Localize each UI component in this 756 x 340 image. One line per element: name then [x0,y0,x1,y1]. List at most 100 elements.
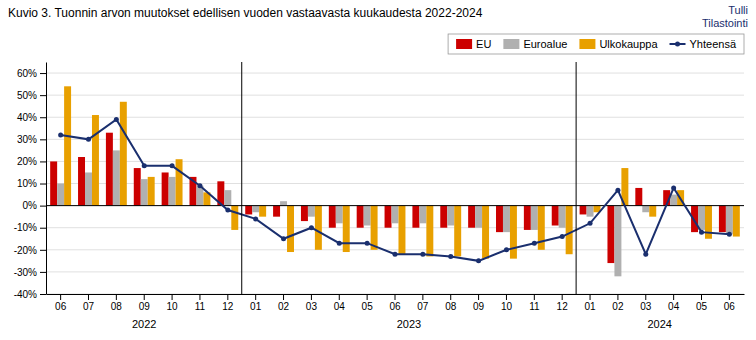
year-divider [576,62,577,294]
bar [106,133,113,206]
y-tick-mark [40,161,46,162]
x-tick-mark [395,294,396,300]
y-tick-label: 10% [17,178,37,189]
x-tick-label: 12 [557,301,569,312]
x-tick-mark [88,294,89,300]
x-tick-label: 04 [668,301,680,312]
bar [398,206,405,255]
line-marker [225,208,230,213]
legend-label: Yhteensä [690,38,737,50]
grid [46,73,744,294]
bar [78,157,85,206]
bar [176,159,183,205]
x-tick-label: 09 [139,301,151,312]
bar [50,161,57,205]
bar [733,206,740,237]
y-tick: 30% [17,134,46,145]
x-tick: 05 [696,294,708,312]
y-tick: 40% [17,112,46,123]
x-tick: 04 [334,294,346,312]
y-tick-mark [40,117,46,118]
legend-swatch [503,39,519,49]
grid-line [46,227,744,228]
bar [559,206,566,228]
bar-series [50,133,726,263]
bar [719,206,726,233]
bar [357,206,364,228]
x-tick-mark [673,294,674,300]
grid-line [46,205,744,206]
year-label: 2024 [647,318,671,330]
x-tick-label: 06 [389,301,401,312]
bar [245,206,252,215]
grid-line [46,117,744,118]
bar [371,206,378,250]
y-tick-mark [40,206,46,207]
x-tick: 01 [584,294,596,312]
x-axis: 0607080910111201020304050607080910111201… [47,294,745,312]
x-tick-mark [60,294,61,300]
x-tick-label: 03 [306,301,318,312]
bar-series [57,150,733,276]
x-tick-mark [701,294,702,300]
bar [343,206,350,252]
x-tick-label: 04 [334,301,346,312]
x-tick: 11 [195,294,206,312]
y-tick-label: 50% [17,90,37,101]
line-marker [86,137,91,142]
line [61,119,730,260]
x-tick-mark [144,294,145,300]
x-tick-mark [199,294,200,300]
y-axis: -40%-30%-20%-10%0%10%20%30%40%50%60% [14,63,47,300]
year-labels: 202220232024 [132,318,672,330]
line-marker [699,230,704,235]
bar [531,206,538,230]
x-tick-label: 10 [167,301,179,312]
watermark: TulliTilastointi [702,4,748,29]
x-tick-label: 06 [55,301,67,312]
year-divider [241,62,242,294]
x-tick-mark [339,294,340,300]
legend-item: Yhteensä [670,38,737,50]
x-tick-label: 05 [696,301,708,312]
legend-label: Ulkokauppa [599,38,658,50]
x-tick-label: 12 [222,301,234,312]
x-tick-label: 06 [724,301,736,312]
x-tick-mark [255,294,256,300]
legend-label: Euroalue [523,38,567,50]
x-tick-label: 03 [640,301,652,312]
y-tick-label: 30% [17,134,37,145]
grid-line [46,139,744,140]
bar [607,206,614,263]
x-tick-label: 01 [250,301,262,312]
line-marker [114,117,119,122]
bar [57,184,64,206]
line-marker [170,163,175,168]
bar [419,206,426,224]
bar [385,206,392,228]
bar [510,206,517,259]
x-tick-mark [562,294,563,300]
watermark-line: Tilastointi [702,17,748,29]
legend-item: Ulkokauppa [579,38,658,50]
bar [120,102,127,206]
x-tick-mark [534,294,535,300]
x-tick-label: 11 [529,301,540,312]
x-tick: 06 [724,294,736,312]
x-tick-mark [172,294,173,300]
x-tick-label: 02 [612,301,624,312]
x-tick: 12 [222,294,234,312]
line-marker [643,252,648,257]
line-marker [58,132,63,137]
grid-line [46,95,744,96]
legend-item: Euroalue [503,38,567,50]
x-tick-mark [367,294,368,300]
x-tick: 03 [306,294,318,312]
legend-swatch [579,39,595,49]
x-tick: 04 [668,294,680,312]
x-tick: 07 [417,294,429,312]
x-tick-mark [283,294,284,300]
line-marker [281,236,286,241]
bar [580,206,587,215]
x-tick-label: 08 [445,301,457,312]
